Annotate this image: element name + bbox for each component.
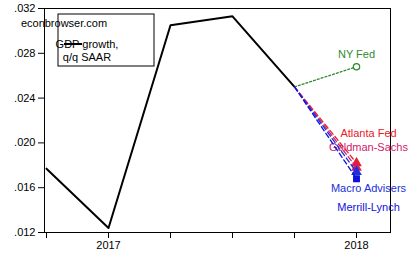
svg-text:.028: .028 [14, 47, 35, 59]
svg-text:.024: .024 [14, 92, 35, 104]
svg-text:.012: .012 [14, 226, 35, 238]
svg-text:2018: 2018 [344, 239, 368, 251]
svg-text:Merrill-Lynch: Merrill-Lynch [337, 201, 400, 213]
svg-text:econbrowser.com: econbrowser.com [21, 17, 107, 29]
svg-text:NY Fed: NY Fed [338, 48, 375, 60]
svg-text:Macro Advisers: Macro Advisers [331, 182, 407, 194]
svg-text:.032: .032 [14, 2, 35, 14]
svg-text:GDP growth,q/q SAAR: GDP growth,q/q SAAR [56, 38, 119, 63]
svg-text:2017: 2017 [96, 239, 120, 251]
svg-text:.020: .020 [14, 136, 35, 148]
svg-text:Goldman-Sachs: Goldman-Sachs [329, 141, 408, 153]
svg-text:Atlanta Fed: Atlanta Fed [340, 127, 396, 139]
svg-text:.016: .016 [14, 181, 35, 193]
